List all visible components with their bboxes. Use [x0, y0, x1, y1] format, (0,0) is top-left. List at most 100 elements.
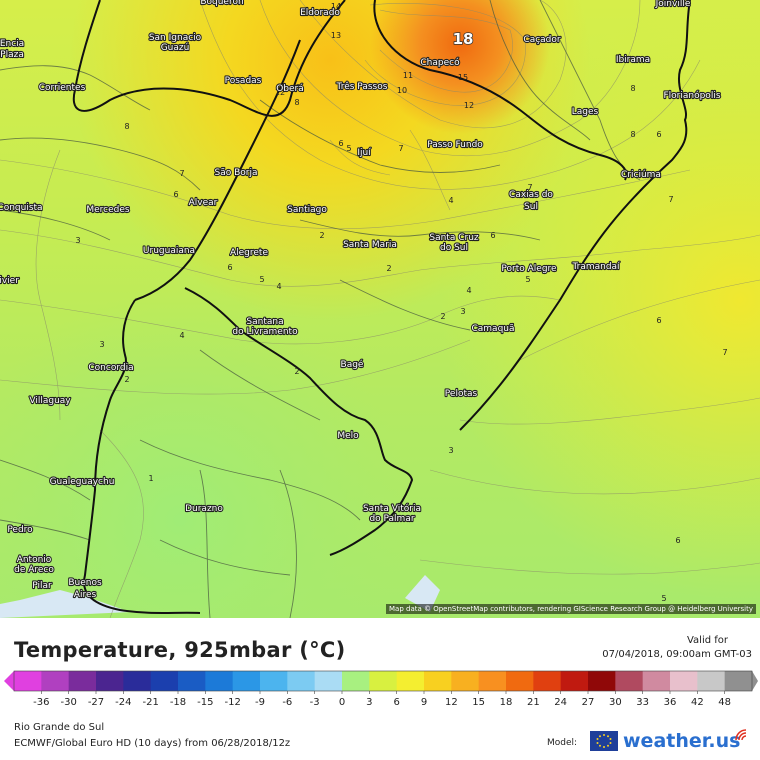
scale-tick-label: -36: [33, 697, 49, 708]
city-label: Alegrete: [230, 248, 268, 258]
city-label: Corrientes: [39, 83, 86, 93]
map-attribution: Map data © OpenStreetMap contributors, r…: [386, 604, 756, 614]
scale-tick-label: -24: [115, 697, 131, 708]
model-run: ECMWF/Global Euro HD (10 days) from 06/2…: [14, 738, 291, 749]
scale-tick-label: 6: [393, 697, 399, 708]
border-paraguay-argentina: [72, 0, 346, 117]
scale-swatch: [41, 671, 70, 691]
city-label: Santiago: [287, 205, 327, 215]
border-uruguay-river: [134, 39, 301, 301]
isotherm-label: 2: [124, 375, 129, 384]
city-label: Criciúma: [621, 170, 661, 180]
scale-tick-label: -6: [282, 697, 292, 708]
isotherm-label: 2: [294, 367, 299, 376]
city-label: Boqueron: [200, 0, 243, 7]
city-label: Mercedes: [86, 205, 130, 215]
city-label: Oberá: [276, 84, 304, 94]
scale-swatch: [615, 671, 644, 691]
city-label: Bagé: [341, 359, 364, 370]
isotherm-label: 7: [527, 183, 532, 192]
isotherm-label: 4: [179, 331, 184, 340]
scale-swatch: [14, 671, 42, 691]
isotherm-label: 2: [319, 231, 324, 240]
coastline: [459, 0, 691, 431]
city-label: Uruguaiana: [143, 246, 195, 256]
scale-swatch: [697, 671, 726, 691]
isotherm-label: 6: [656, 130, 661, 139]
scale-tick-label: 24: [554, 697, 567, 708]
scale-tick-label: -30: [60, 697, 76, 708]
scale-swatch: [424, 671, 452, 691]
scale-tick-label: 36: [664, 697, 677, 708]
isotherm-label: 1: [148, 474, 153, 483]
scale-swatch: [342, 671, 370, 691]
city-label: São Borja: [215, 168, 258, 178]
isotherm-label: 15: [458, 73, 468, 82]
city-label: Sul: [524, 202, 538, 212]
isotherm-label: 14: [331, 2, 341, 11]
city-label: Villaguay: [29, 396, 71, 406]
isotherm-label: 6: [675, 536, 680, 545]
isotherm-label: 5: [346, 144, 351, 153]
city-label: Santa Cruz: [429, 233, 479, 243]
weather-us-logo[interactable]: weather.us: [590, 729, 750, 756]
isotherm-label: 7: [179, 169, 184, 178]
scale-tick-label: -3: [310, 697, 320, 708]
isotherm-label: 3: [448, 446, 453, 455]
temperature-color-scale: -36 -30 -27 -24 -21 -18 -15 -12 -9 -6 -3 0 3 6 9 12 15 18…: [4, 670, 758, 708]
scale-tick-label: 48: [718, 697, 731, 708]
city-label: Conquista: [0, 203, 43, 213]
isotherm-label: 12: [464, 101, 474, 110]
isotherm-label: 7: [668, 195, 673, 204]
city-label: do Palmar: [369, 514, 414, 524]
city-label: Antonio: [17, 555, 52, 565]
scale-tick-label: -21: [142, 697, 158, 708]
isotherm-label: 4: [448, 196, 453, 205]
scale-swatch: [533, 671, 562, 691]
scale-tick-label: 30: [609, 697, 622, 708]
signal-icon: [735, 729, 747, 741]
city-label: Rivier: [0, 276, 19, 286]
scale-tick-label: -15: [197, 697, 213, 708]
isotherm-label: 8: [630, 84, 635, 93]
temperature-map[interactable]: 18 14 13 12 11 10 15 12 9 8 8 8 6 8 6 5 7 7 6 7 7 4 3 2 6 6 5 4 2 4 3 2…: [0, 0, 760, 618]
isotherm-label: 7: [722, 348, 727, 357]
isotherm-label: 5: [661, 594, 666, 603]
city-label: Caçador: [523, 35, 560, 45]
isotherm-label: 6: [227, 263, 232, 272]
scale-swatch: [670, 671, 698, 691]
scale-tick-label: 9: [421, 697, 427, 708]
city-label: Chapecó: [420, 57, 460, 68]
city-label: Passo Fundo: [427, 140, 483, 150]
isotherm-label: 2: [386, 264, 391, 273]
brand-name: weather.us: [623, 730, 741, 752]
scale-tick-label: -18: [170, 697, 186, 708]
isotherm-label: 18: [453, 30, 474, 48]
scale-arrow-right: [752, 671, 758, 691]
scale-swatch: [232, 671, 261, 691]
isotherm-label: 8: [630, 130, 635, 139]
scale-tick-label: 21: [527, 697, 540, 708]
scale-tick-label: -9: [255, 697, 265, 708]
scale-swatch: [396, 671, 425, 691]
isotherm-label: 2: [440, 312, 445, 321]
city-label: Concordia: [88, 363, 133, 373]
scale-tick-label: 3: [366, 697, 372, 708]
valid-label: Valid for: [686, 635, 728, 646]
city-label: Eldorado: [300, 8, 340, 18]
valid-time: 07/04/2018, 09:00am GMT-03: [602, 649, 752, 660]
city-label: Plaza: [0, 50, 24, 60]
scale-swatch: [68, 671, 97, 691]
isotherm-label: 6: [490, 231, 495, 240]
isotherm-label: 12: [275, 88, 285, 97]
model-label: Model:: [547, 738, 578, 748]
city-label: Gualeguaychu: [50, 477, 115, 487]
city-label: Florianópolis: [663, 90, 720, 101]
scale-swatch: [150, 671, 179, 691]
city-label: do Livramento: [232, 327, 298, 337]
isotherm-label: 13: [331, 31, 341, 40]
scale-swatch: [588, 671, 616, 691]
city-label: Encia: [0, 39, 24, 49]
isotherm-label: 10: [397, 86, 407, 95]
